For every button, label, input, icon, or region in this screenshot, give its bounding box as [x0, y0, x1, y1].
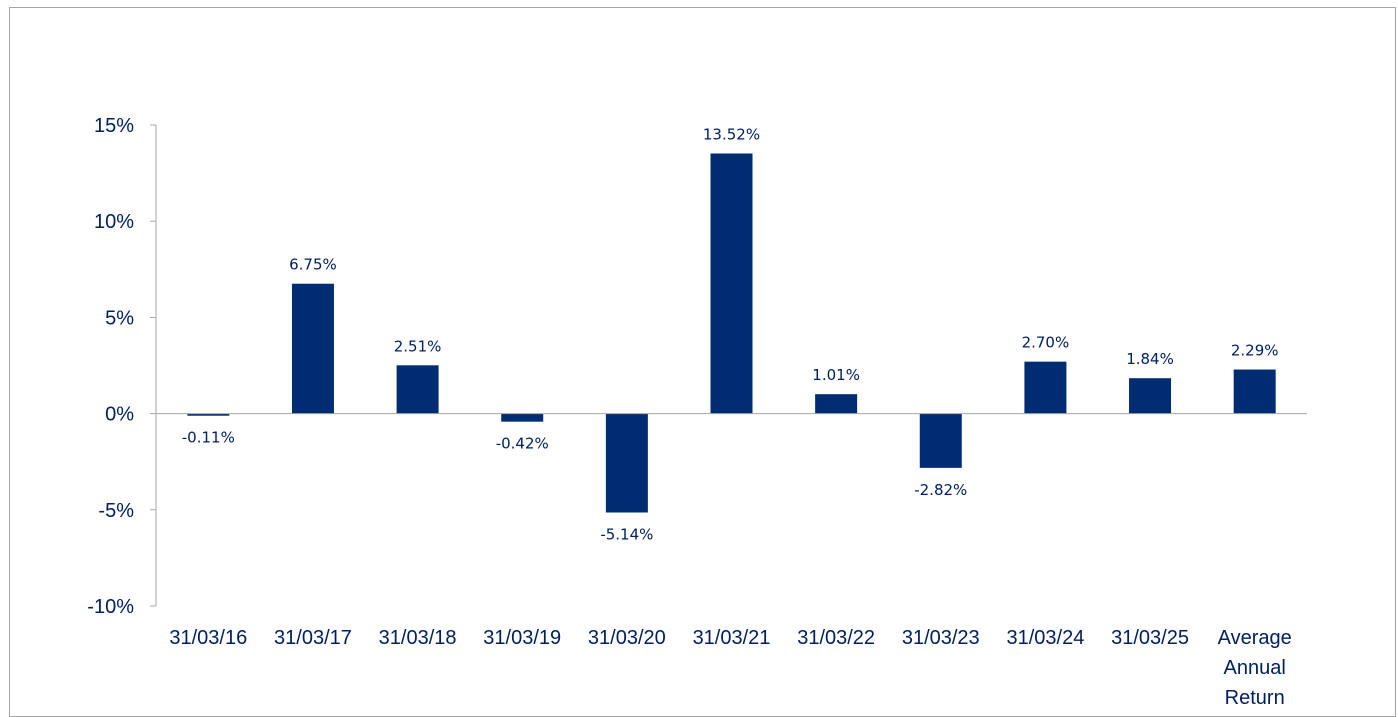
- data-labels: -0.11% 6.75% 2.51% -0.42% -5.14% 13.52% 1.01% -…: [182, 125, 1279, 543]
- x-tick-label: 31/03/18: [379, 627, 457, 649]
- x-axis-labels: 31/03/16 31/03/17 31/03/18 31/03/19 31/03/20…: [169, 627, 1291, 709]
- x-tick-label: 31/03/22: [797, 627, 875, 649]
- y-tick-label: -10%: [87, 596, 134, 618]
- bars: [187, 153, 1276, 513]
- x-tick-label: 31/03/25: [1111, 627, 1189, 649]
- bar: [187, 413, 230, 416]
- x-tick-label: 31/03/24: [1006, 627, 1084, 649]
- y-tick-label: 0%: [105, 404, 134, 426]
- x-tick-label: 31/03/17: [274, 627, 352, 649]
- data-label: -0.11%: [182, 429, 235, 447]
- data-label: 1.01%: [812, 366, 860, 384]
- x-tick-label: 31/03/16: [169, 627, 247, 649]
- y-tick-label: -5%: [98, 500, 134, 522]
- bar: [1233, 369, 1276, 414]
- data-label: 2.51%: [394, 337, 442, 355]
- bar: [710, 153, 753, 414]
- bar: [1129, 378, 1172, 414]
- x-tick-label: 31/03/21: [693, 627, 771, 649]
- data-label: -2.82%: [914, 481, 967, 499]
- y-tick-label: 10%: [94, 211, 134, 233]
- bar: [919, 413, 962, 468]
- data-label: 2.29%: [1231, 342, 1279, 360]
- bar: [291, 283, 334, 414]
- y-tick-label: 5%: [105, 307, 134, 329]
- y-tick-label: 15%: [94, 115, 134, 137]
- data-label: -0.42%: [496, 435, 549, 453]
- bar: [501, 413, 544, 422]
- data-label: 2.70%: [1022, 334, 1070, 352]
- x-tick-label: 31/03/20: [588, 627, 666, 649]
- bar: [396, 365, 439, 414]
- data-label: 1.84%: [1126, 350, 1174, 368]
- x-tick-label: 31/03/19: [483, 627, 561, 649]
- y-axis: 15% 10% 5% 0% -5% -10%: [87, 115, 157, 618]
- data-label: -5.14%: [600, 525, 653, 543]
- data-label: 13.52%: [703, 125, 760, 143]
- bar: [815, 394, 858, 414]
- x-tick-label: Average Annual Return: [1218, 627, 1292, 709]
- bar: [1024, 361, 1067, 414]
- data-label: 6.75%: [289, 256, 337, 274]
- bar: [605, 413, 648, 513]
- x-tick-label: 31/03/23: [902, 627, 980, 649]
- chart-frame: [9, 7, 1396, 717]
